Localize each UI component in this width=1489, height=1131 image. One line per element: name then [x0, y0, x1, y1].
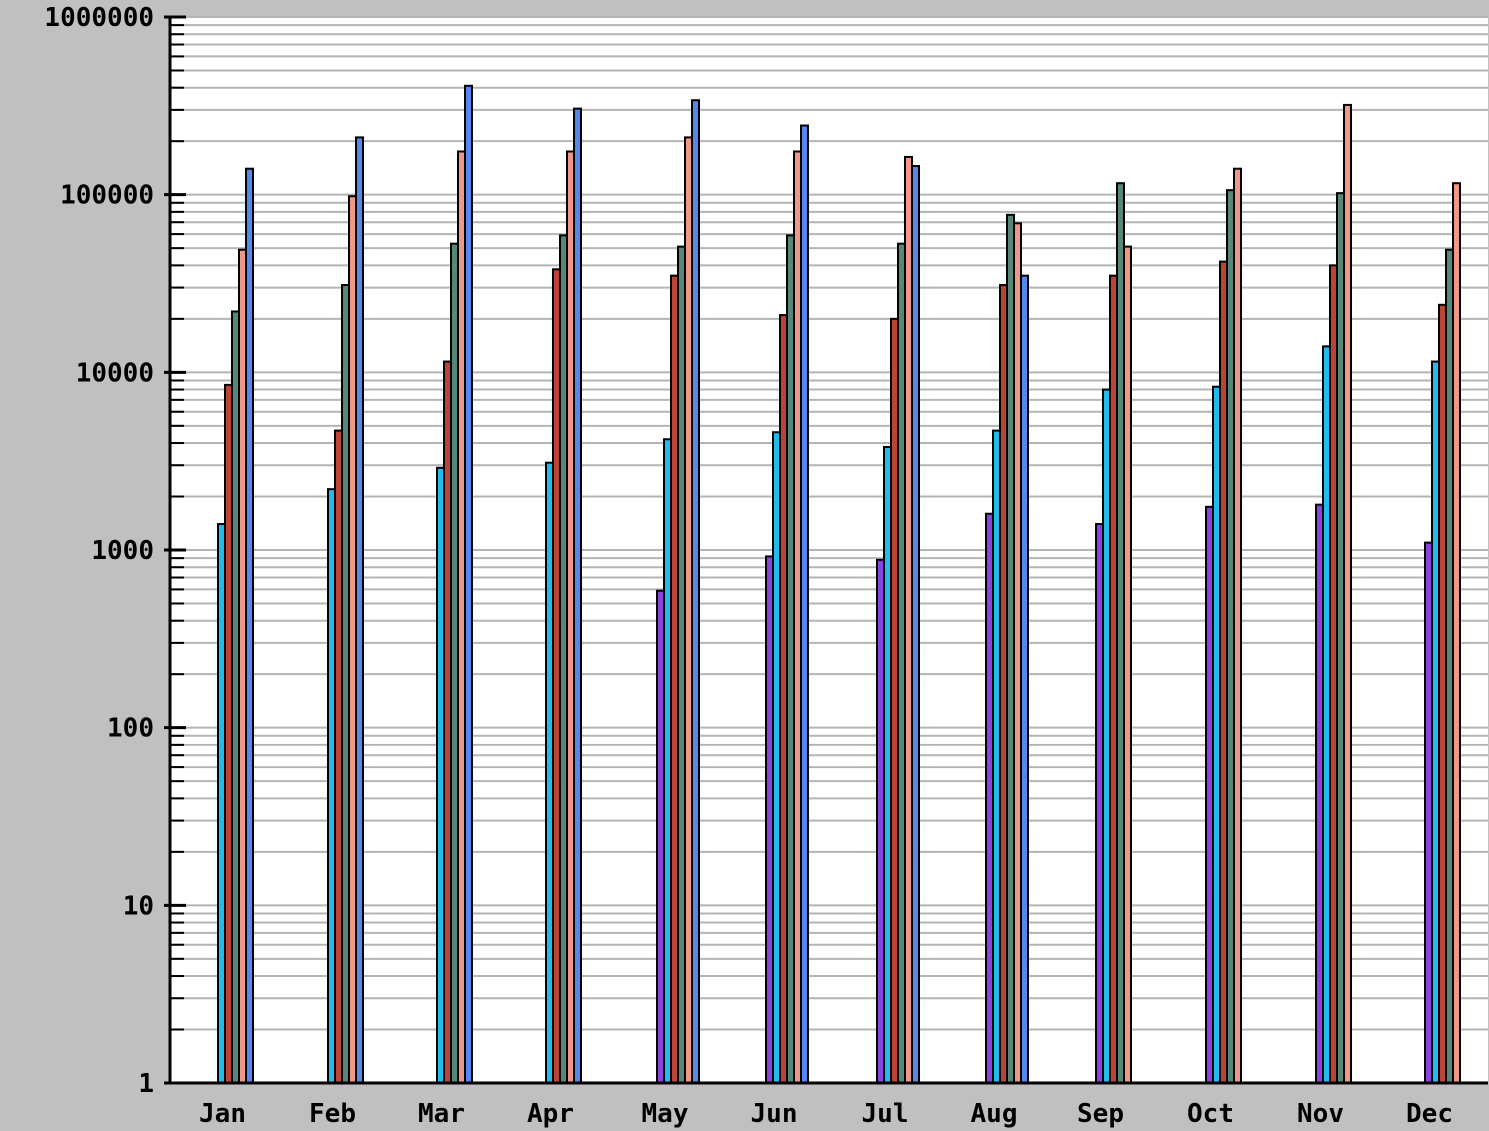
- x-tick-label: May: [642, 1099, 689, 1129]
- bar: [545, 461, 554, 1084]
- y-ticks: 1 10 100 1000 10000 100000 1000000: [44, 3, 186, 1099]
- bar: [883, 445, 892, 1085]
- x-tick-label: Nov: [1297, 1099, 1344, 1129]
- bar: [457, 150, 466, 1085]
- month-group: [985, 213, 1029, 1085]
- bar: [355, 136, 364, 1084]
- y-tick-label: 1: [138, 1069, 154, 1099]
- bar: [1219, 260, 1228, 1084]
- bar: [238, 248, 247, 1084]
- bar: [772, 431, 781, 1085]
- bar: [1006, 213, 1015, 1084]
- bar: [1226, 189, 1235, 1084]
- bar: [904, 155, 913, 1084]
- x-tick-label: Aug: [971, 1099, 1018, 1129]
- bar: [443, 360, 452, 1084]
- bar: [1438, 303, 1447, 1084]
- x-tick-label: Mar: [418, 1099, 465, 1129]
- bar: [1315, 503, 1324, 1084]
- x-tick-label: Jun: [751, 1099, 798, 1129]
- x-tick-label: Oct: [1187, 1099, 1234, 1129]
- bar: [800, 124, 809, 1084]
- y-tick-label: 10: [123, 891, 154, 921]
- y-tick-label: 100000: [60, 181, 154, 211]
- y-tick-label: 1000: [91, 536, 154, 566]
- bar: [691, 99, 700, 1084]
- bar: [334, 429, 343, 1084]
- bar: [245, 167, 254, 1084]
- bar: [1095, 523, 1104, 1084]
- bar: [1329, 264, 1338, 1084]
- bar: [999, 284, 1008, 1084]
- bar: [1336, 192, 1345, 1084]
- y-tick-label: 100: [107, 714, 154, 744]
- bar: [573, 107, 582, 1084]
- bar: [911, 164, 920, 1084]
- y-tick-label: 1000000: [44, 3, 154, 33]
- bar: [1343, 103, 1352, 1085]
- bar: [1452, 182, 1461, 1084]
- x-tick-label: Jan: [199, 1099, 246, 1129]
- x-tick-label: Apr: [527, 1099, 574, 1129]
- bar: [231, 310, 240, 1085]
- bar: [793, 150, 802, 1085]
- month-group: [545, 107, 582, 1085]
- bar: [1233, 167, 1242, 1084]
- bar: [464, 84, 473, 1084]
- bar: [670, 274, 679, 1084]
- bar: [566, 150, 575, 1085]
- bar: [1109, 274, 1118, 1084]
- bar: [765, 555, 774, 1084]
- bar: [876, 558, 885, 1084]
- x-tick-label: Jul: [862, 1099, 909, 1129]
- bar: [656, 589, 665, 1085]
- bar: [663, 438, 672, 1085]
- bar: [450, 242, 459, 1085]
- y-tick-label: 10000: [76, 358, 154, 388]
- bar: [786, 234, 795, 1085]
- bar: [985, 512, 994, 1084]
- x-tick-label: Dec: [1406, 1099, 1453, 1129]
- x-tick-label: Feb: [309, 1099, 356, 1129]
- bar: [1212, 385, 1221, 1084]
- bar: [1013, 222, 1022, 1085]
- bar: [890, 317, 899, 1084]
- bar: [224, 383, 233, 1084]
- bar: [677, 245, 686, 1084]
- bar: [348, 195, 357, 1084]
- bar: [992, 429, 1001, 1084]
- bar: [1123, 245, 1132, 1084]
- bar: [1102, 388, 1111, 1084]
- bar: [1431, 360, 1440, 1084]
- bar: [897, 242, 906, 1085]
- bar: [341, 284, 350, 1084]
- bar: [684, 136, 693, 1084]
- bar: [1205, 505, 1214, 1084]
- bar: [779, 314, 788, 1084]
- bar: [559, 234, 568, 1085]
- bar: [1020, 274, 1029, 1084]
- bar: [327, 488, 336, 1084]
- x-tick-label: Sep: [1077, 1099, 1124, 1129]
- bar: [552, 268, 561, 1084]
- bar: [436, 466, 445, 1084]
- bar: [1322, 345, 1331, 1084]
- bar: [1445, 248, 1454, 1084]
- bar: [1116, 182, 1125, 1084]
- bar: [1424, 541, 1433, 1084]
- bar: [217, 523, 226, 1084]
- gridlines: [170, 16, 1488, 1084]
- x-tick-labels: Jan Feb Mar Apr May Jun Jul Aug Sep Oct Nov Dec: [199, 1099, 1453, 1129]
